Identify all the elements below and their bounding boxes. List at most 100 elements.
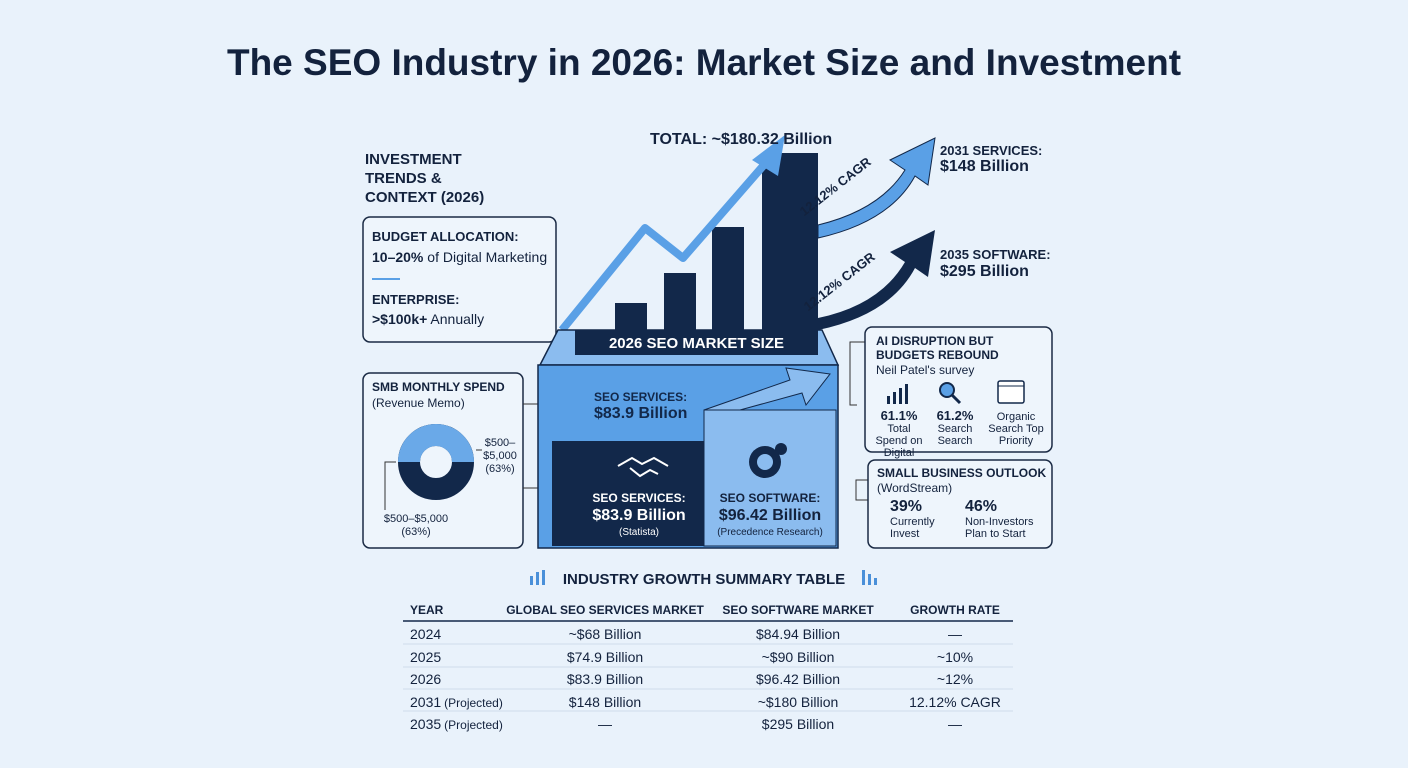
sb-source: (WordStream): [877, 481, 953, 495]
table-header: YEAR: [410, 603, 444, 617]
year: 2024: [410, 626, 442, 642]
table-cell: ~$180 Billion: [757, 693, 839, 710]
ai-box: [864, 326, 1053, 453]
services-2031-value: $148 Billion: [940, 158, 1029, 175]
table-title: INDUSTRY GROWTH SUMMARY TABLE: [562, 571, 846, 588]
services-2031-label: 2031 SERVICES:: [940, 143, 1043, 158]
software-2035-label: 2035 SOFTWARE:: [940, 247, 1051, 262]
budget-line: 10–20% of Digital Marketing: [372, 249, 547, 265]
table-header: GLOBAL SEO SERVICES MARKET: [506, 603, 704, 617]
ai-stat-label: Search Search: [937, 423, 973, 447]
enterprise-text: Annually: [430, 311, 485, 327]
search-icon: [939, 382, 962, 405]
enterprise-line: >$100k+ Annually: [372, 311, 484, 327]
ai-stat-value: 61.2%: [936, 408, 974, 423]
budget-text: of Digital Marketing: [427, 249, 548, 265]
donut-light: [398, 424, 436, 462]
table-cell: ~$68 Billion: [568, 626, 642, 642]
ai-source: Neil Patel's survey: [876, 363, 975, 377]
sb-heading: SMALL BUSINESS OUTLOOK: [877, 466, 1047, 480]
table-cell: ~12%: [936, 671, 974, 687]
software-label: SEO SOFTWARE:: [719, 491, 821, 505]
enterprise-value: >$100k+: [372, 311, 428, 327]
table-cell: —: [948, 626, 962, 642]
smb-box: [362, 372, 524, 549]
enterprise-label: ENTERPRISE:: [372, 292, 460, 307]
table-cell: $148 Billion: [568, 693, 642, 710]
sb-stat-value: 46%: [965, 498, 998, 515]
connector: [849, 341, 865, 406]
small-business-box: [867, 459, 1053, 549]
growth-arrow: [817, 137, 936, 239]
box-title: 2026 SEO MARKET SIZE: [608, 335, 785, 352]
year: 2026: [410, 671, 442, 687]
table-cell: $96.42 Billion: [755, 671, 841, 687]
software-2035-value: $295 Billion: [940, 263, 1029, 280]
table-cell: $84.94 Billion: [755, 626, 841, 642]
gear-icon: [749, 443, 787, 478]
table-year-cell: 2031 (Projected): [410, 694, 503, 710]
smb-label: $500–$5,000 (63%): [383, 513, 449, 538]
software-value: $96.42 Billion: [718, 507, 822, 524]
donut-light: [436, 424, 474, 462]
table-cell: —: [598, 716, 612, 732]
ai-stat-label: Organic Search Top Priority: [988, 411, 1044, 447]
sb-stat-label: Currently Invest: [890, 516, 935, 540]
box-arrow: [703, 367, 831, 411]
ai-stat-label: Total Spend on Digital: [875, 423, 923, 459]
year-note: (Projected): [444, 718, 503, 732]
leader: [384, 461, 396, 510]
bar-decor: [712, 227, 744, 333]
table-year-cell: 2025: [410, 649, 441, 665]
smb-heading: SMB MONTHLY SPEND: [372, 380, 505, 394]
software-source: (Precedence Research): [717, 527, 823, 538]
handshake-icon: [617, 456, 669, 478]
sb-stat-value: 39%: [890, 498, 923, 515]
table-cell: —: [948, 716, 962, 732]
services-top-label: SEO SERVICES:: [594, 390, 688, 404]
table-cell: ~10%: [936, 648, 974, 665]
ai-stat-value: 61.1%: [880, 408, 918, 423]
table-cell: ~$90 Billion: [761, 648, 835, 665]
code-icon: [997, 380, 1025, 404]
table-header: SEO SOFTWARE MARKET: [722, 603, 874, 617]
table-cell: $83.9 Billion: [566, 671, 644, 687]
budget-label: BUDGET ALLOCATION:: [372, 229, 519, 244]
services-value: $83.9 Billion: [592, 507, 686, 524]
software-panel: [703, 409, 837, 547]
year: 2025: [410, 648, 442, 665]
total: TOTAL: ~$180.32 Billion: [650, 131, 833, 148]
table-icon: [530, 570, 877, 585]
chart-icon: [887, 384, 908, 404]
table-year-cell: 2024: [410, 626, 441, 642]
services-top-value: $83.9 Billion: [594, 405, 688, 422]
year-note: (Projected): [444, 695, 503, 710]
investment-box: [362, 216, 557, 343]
arrowhead: [752, 135, 785, 176]
ai-heading: AI DISRUPTION BUT BUDGETS REBOUND: [876, 334, 999, 362]
table-header: GROWTH RATE: [910, 603, 1000, 617]
table-cell: $295 Billion: [761, 716, 835, 732]
bar-decor: [664, 273, 696, 333]
sb-stat-label: Non-Investors Plan to Start: [965, 516, 1034, 540]
title: The SEO Industry in 2026: Market Size an…: [226, 42, 1182, 83]
table-year-cell: 2035 (Projected): [410, 716, 503, 732]
connector: [855, 479, 868, 501]
table-year-cell: 2026: [410, 671, 441, 687]
box-title-band: [575, 330, 818, 355]
services-panel: [552, 441, 704, 546]
budget-value: 10–20%: [372, 249, 424, 265]
trend-line: [558, 155, 774, 333]
year: 2031: [410, 693, 442, 710]
smb-label: $500–$5,000 (63%): [483, 437, 517, 475]
table-cell: $74.9 Billion: [566, 648, 644, 665]
services-label: SEO SERVICES:: [592, 491, 686, 505]
bar-decor: [762, 153, 818, 333]
smb-source: (Revenue Memo): [372, 396, 465, 410]
year: 2035: [410, 716, 442, 732]
table-cell: 12.12% CAGR: [909, 693, 1001, 710]
services-source: (Statista): [618, 527, 659, 538]
investment-heading: INVESTMENT TRENDS & CONTEXT (2026): [365, 151, 485, 206]
